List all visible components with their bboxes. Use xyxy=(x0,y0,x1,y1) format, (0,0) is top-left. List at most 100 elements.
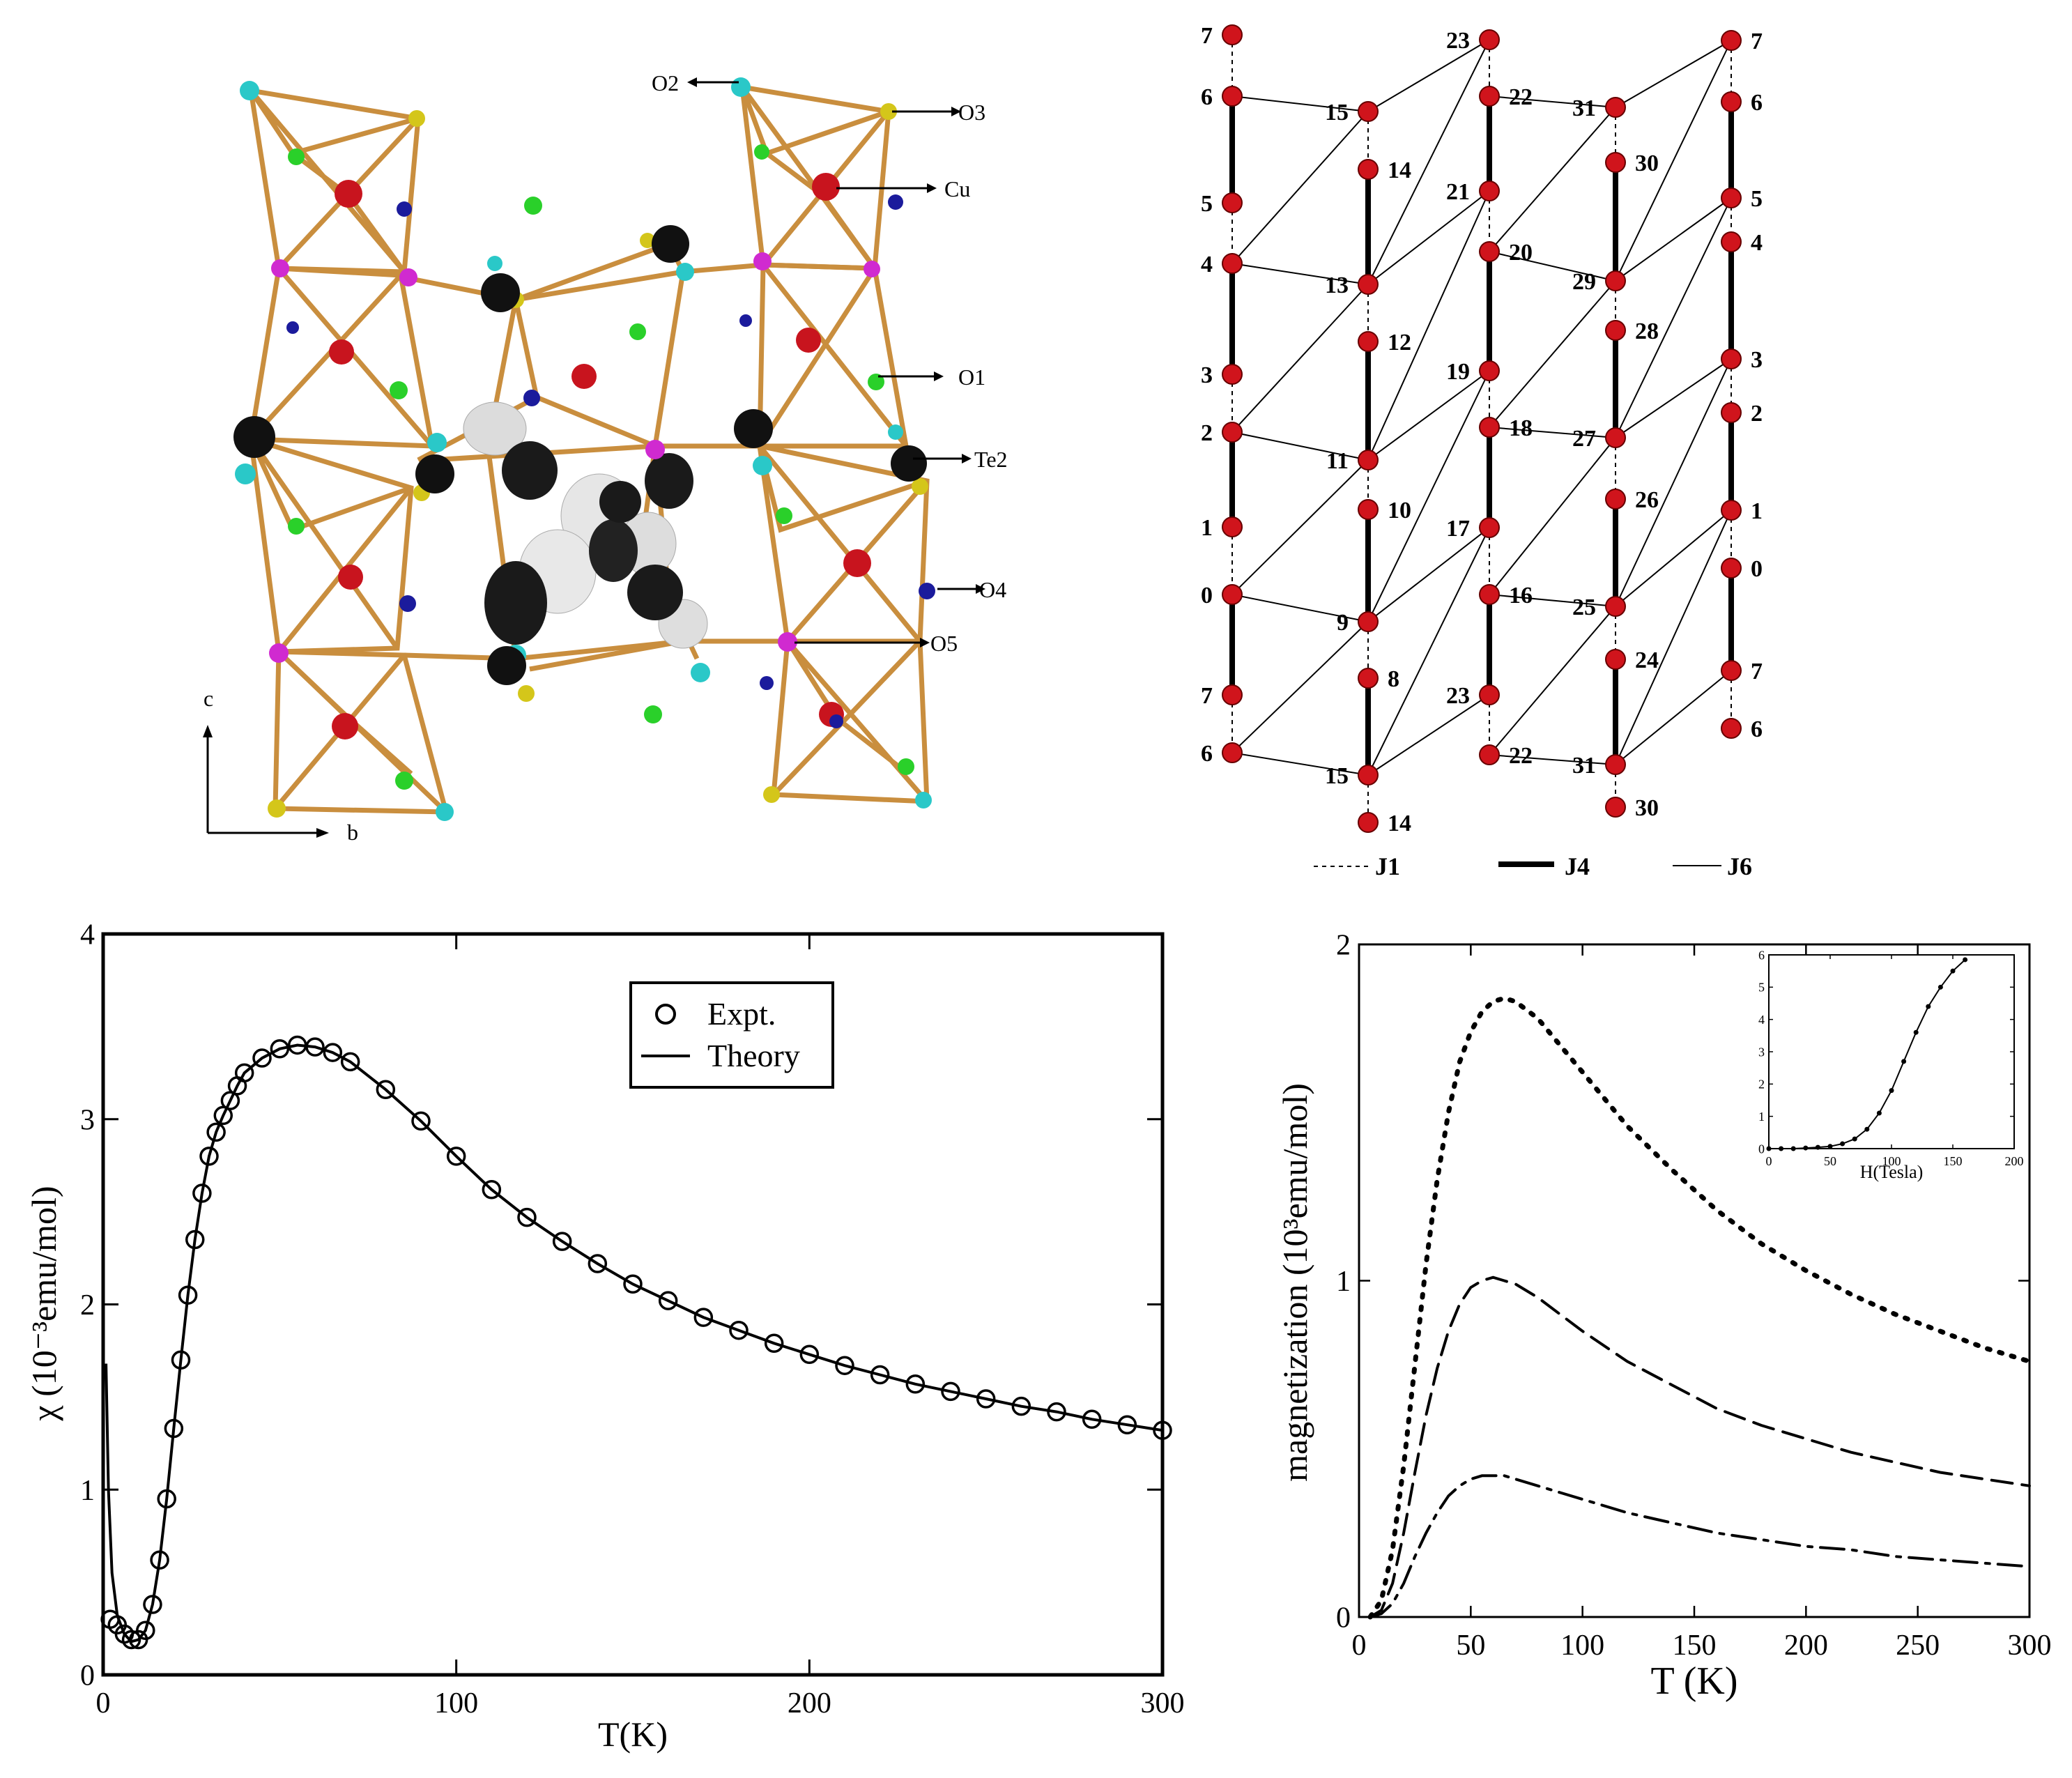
j6-bond xyxy=(1367,694,1490,776)
x-tick-label: 200 xyxy=(2005,1154,2024,1168)
lattice-node-label: 23 xyxy=(1446,28,1470,54)
lattice-node-label: 2 xyxy=(1751,401,1763,427)
lattice-node-label: 23 xyxy=(1446,683,1470,709)
lattice-node xyxy=(1479,29,1500,50)
inset-point xyxy=(1852,1136,1857,1142)
inset-point xyxy=(1815,1144,1820,1150)
x-tick-label: 150 xyxy=(1673,1630,1717,1662)
lattice-node-label: 1 xyxy=(1201,515,1213,541)
lattice-node xyxy=(1222,24,1243,45)
inset-point xyxy=(1901,1059,1907,1064)
lattice-node-label: 13 xyxy=(1325,273,1349,298)
j6-bond xyxy=(1615,40,1732,282)
inset-point xyxy=(1803,1145,1809,1151)
lattice-node-label: 6 xyxy=(1201,741,1213,767)
j6-bond xyxy=(1489,107,1616,252)
expt-point xyxy=(870,1365,890,1385)
lattice-node-label: 0 xyxy=(1751,556,1763,582)
chart-c-ticks: 0 100 200 300 0 1 2 3 4 xyxy=(80,919,1185,1719)
expt-point xyxy=(623,1274,643,1294)
orbital-lobes xyxy=(463,401,708,649)
j6-bond xyxy=(1367,370,1490,622)
legend-expt-label: Expt. xyxy=(707,996,776,1032)
j6-bond xyxy=(1231,95,1369,112)
atoms xyxy=(233,77,935,821)
lattice-node-label: 30 xyxy=(1635,795,1659,821)
y-tick-label: 2 xyxy=(1336,930,1351,962)
lattice-node xyxy=(1479,684,1500,705)
x-tick-label: 0 xyxy=(96,1687,111,1719)
expt-point xyxy=(1153,1420,1172,1440)
y-tick-label: 0 xyxy=(1758,1142,1765,1156)
atom-label: O5 xyxy=(930,631,958,656)
crystal-structure-panel: c b O2 O3 Cu O1 Te2 O4 O5 xyxy=(203,70,1008,845)
expt-point xyxy=(323,1043,343,1062)
lattice-node xyxy=(1605,489,1626,509)
lattice-node xyxy=(1479,241,1500,262)
x-tick-label: 50 xyxy=(1456,1630,1485,1662)
inset-point xyxy=(1889,1088,1894,1094)
j6-bond xyxy=(1231,284,1369,433)
expt-point xyxy=(178,1285,198,1305)
lattice-node xyxy=(1222,516,1243,537)
lattice-node-label: 7 xyxy=(1751,29,1763,54)
lattice-node xyxy=(1721,718,1742,739)
j6-bond xyxy=(1489,95,1616,108)
j6-bond xyxy=(1231,459,1369,595)
atom-label: O3 xyxy=(958,100,985,125)
label-arrow-head xyxy=(927,183,937,193)
lattice-node xyxy=(1222,584,1243,605)
expt-point xyxy=(905,1374,926,1394)
lattice-node xyxy=(1358,499,1379,520)
x-tick-label: 100 xyxy=(1560,1630,1604,1662)
lattice-node xyxy=(1358,101,1379,122)
lattice-bonds xyxy=(1229,35,1734,822)
j6-bond xyxy=(1231,111,1369,264)
lattice-node xyxy=(1222,742,1243,763)
lattice-node xyxy=(1605,152,1626,173)
lattice-node-label: 31 xyxy=(1572,753,1596,779)
lattice-node-label: 16 xyxy=(1509,583,1533,608)
expt-point xyxy=(150,1550,169,1570)
j6-bond xyxy=(1489,437,1616,595)
label-arrow-head xyxy=(687,77,697,87)
inset-point xyxy=(1827,1144,1833,1149)
lattice-node xyxy=(1605,754,1626,775)
atom-label: Te2 xyxy=(974,447,1008,472)
y-tick-label: 1 xyxy=(80,1475,95,1507)
expt-point xyxy=(1082,1409,1102,1430)
j6-bond xyxy=(1615,509,1732,607)
expt-point xyxy=(552,1232,572,1251)
expt-point xyxy=(835,1356,854,1375)
lattice-node xyxy=(1721,348,1742,369)
lattice-node-label: 12 xyxy=(1388,330,1411,355)
chart-c-legend: Expt. Theory xyxy=(629,981,834,1089)
chart-d-series xyxy=(1367,995,2032,1620)
y-tick-label: 0 xyxy=(80,1660,95,1692)
j6-bond xyxy=(1367,190,1490,461)
expt-point xyxy=(764,1333,784,1354)
lattice-node-label: 14 xyxy=(1388,158,1411,183)
lattice-node xyxy=(1222,684,1243,705)
chart-c-ylabel: χ (10⁻³emu/mol) xyxy=(24,1186,63,1421)
lattice-node xyxy=(1479,517,1500,538)
j6-bond xyxy=(1231,621,1369,753)
lattice-node xyxy=(1222,86,1243,107)
atom-label: O4 xyxy=(979,577,1006,602)
lattice-node xyxy=(1479,744,1500,765)
x-tick-label: 250 xyxy=(1896,1630,1940,1662)
atom-label-arrows xyxy=(687,77,985,647)
inset-point xyxy=(1926,1004,1931,1009)
lattice-node xyxy=(1479,584,1500,605)
lattice-node-label: 6 xyxy=(1751,90,1763,116)
lattice-node xyxy=(1605,320,1626,341)
expt-point xyxy=(446,1147,466,1166)
expt-point xyxy=(658,1291,678,1310)
x-tick-label: 100 xyxy=(434,1687,478,1719)
j6-bond xyxy=(1615,509,1732,765)
lattice-node xyxy=(1479,360,1500,381)
lattice-node-label: 15 xyxy=(1325,763,1349,789)
lattice-node xyxy=(1721,500,1742,521)
